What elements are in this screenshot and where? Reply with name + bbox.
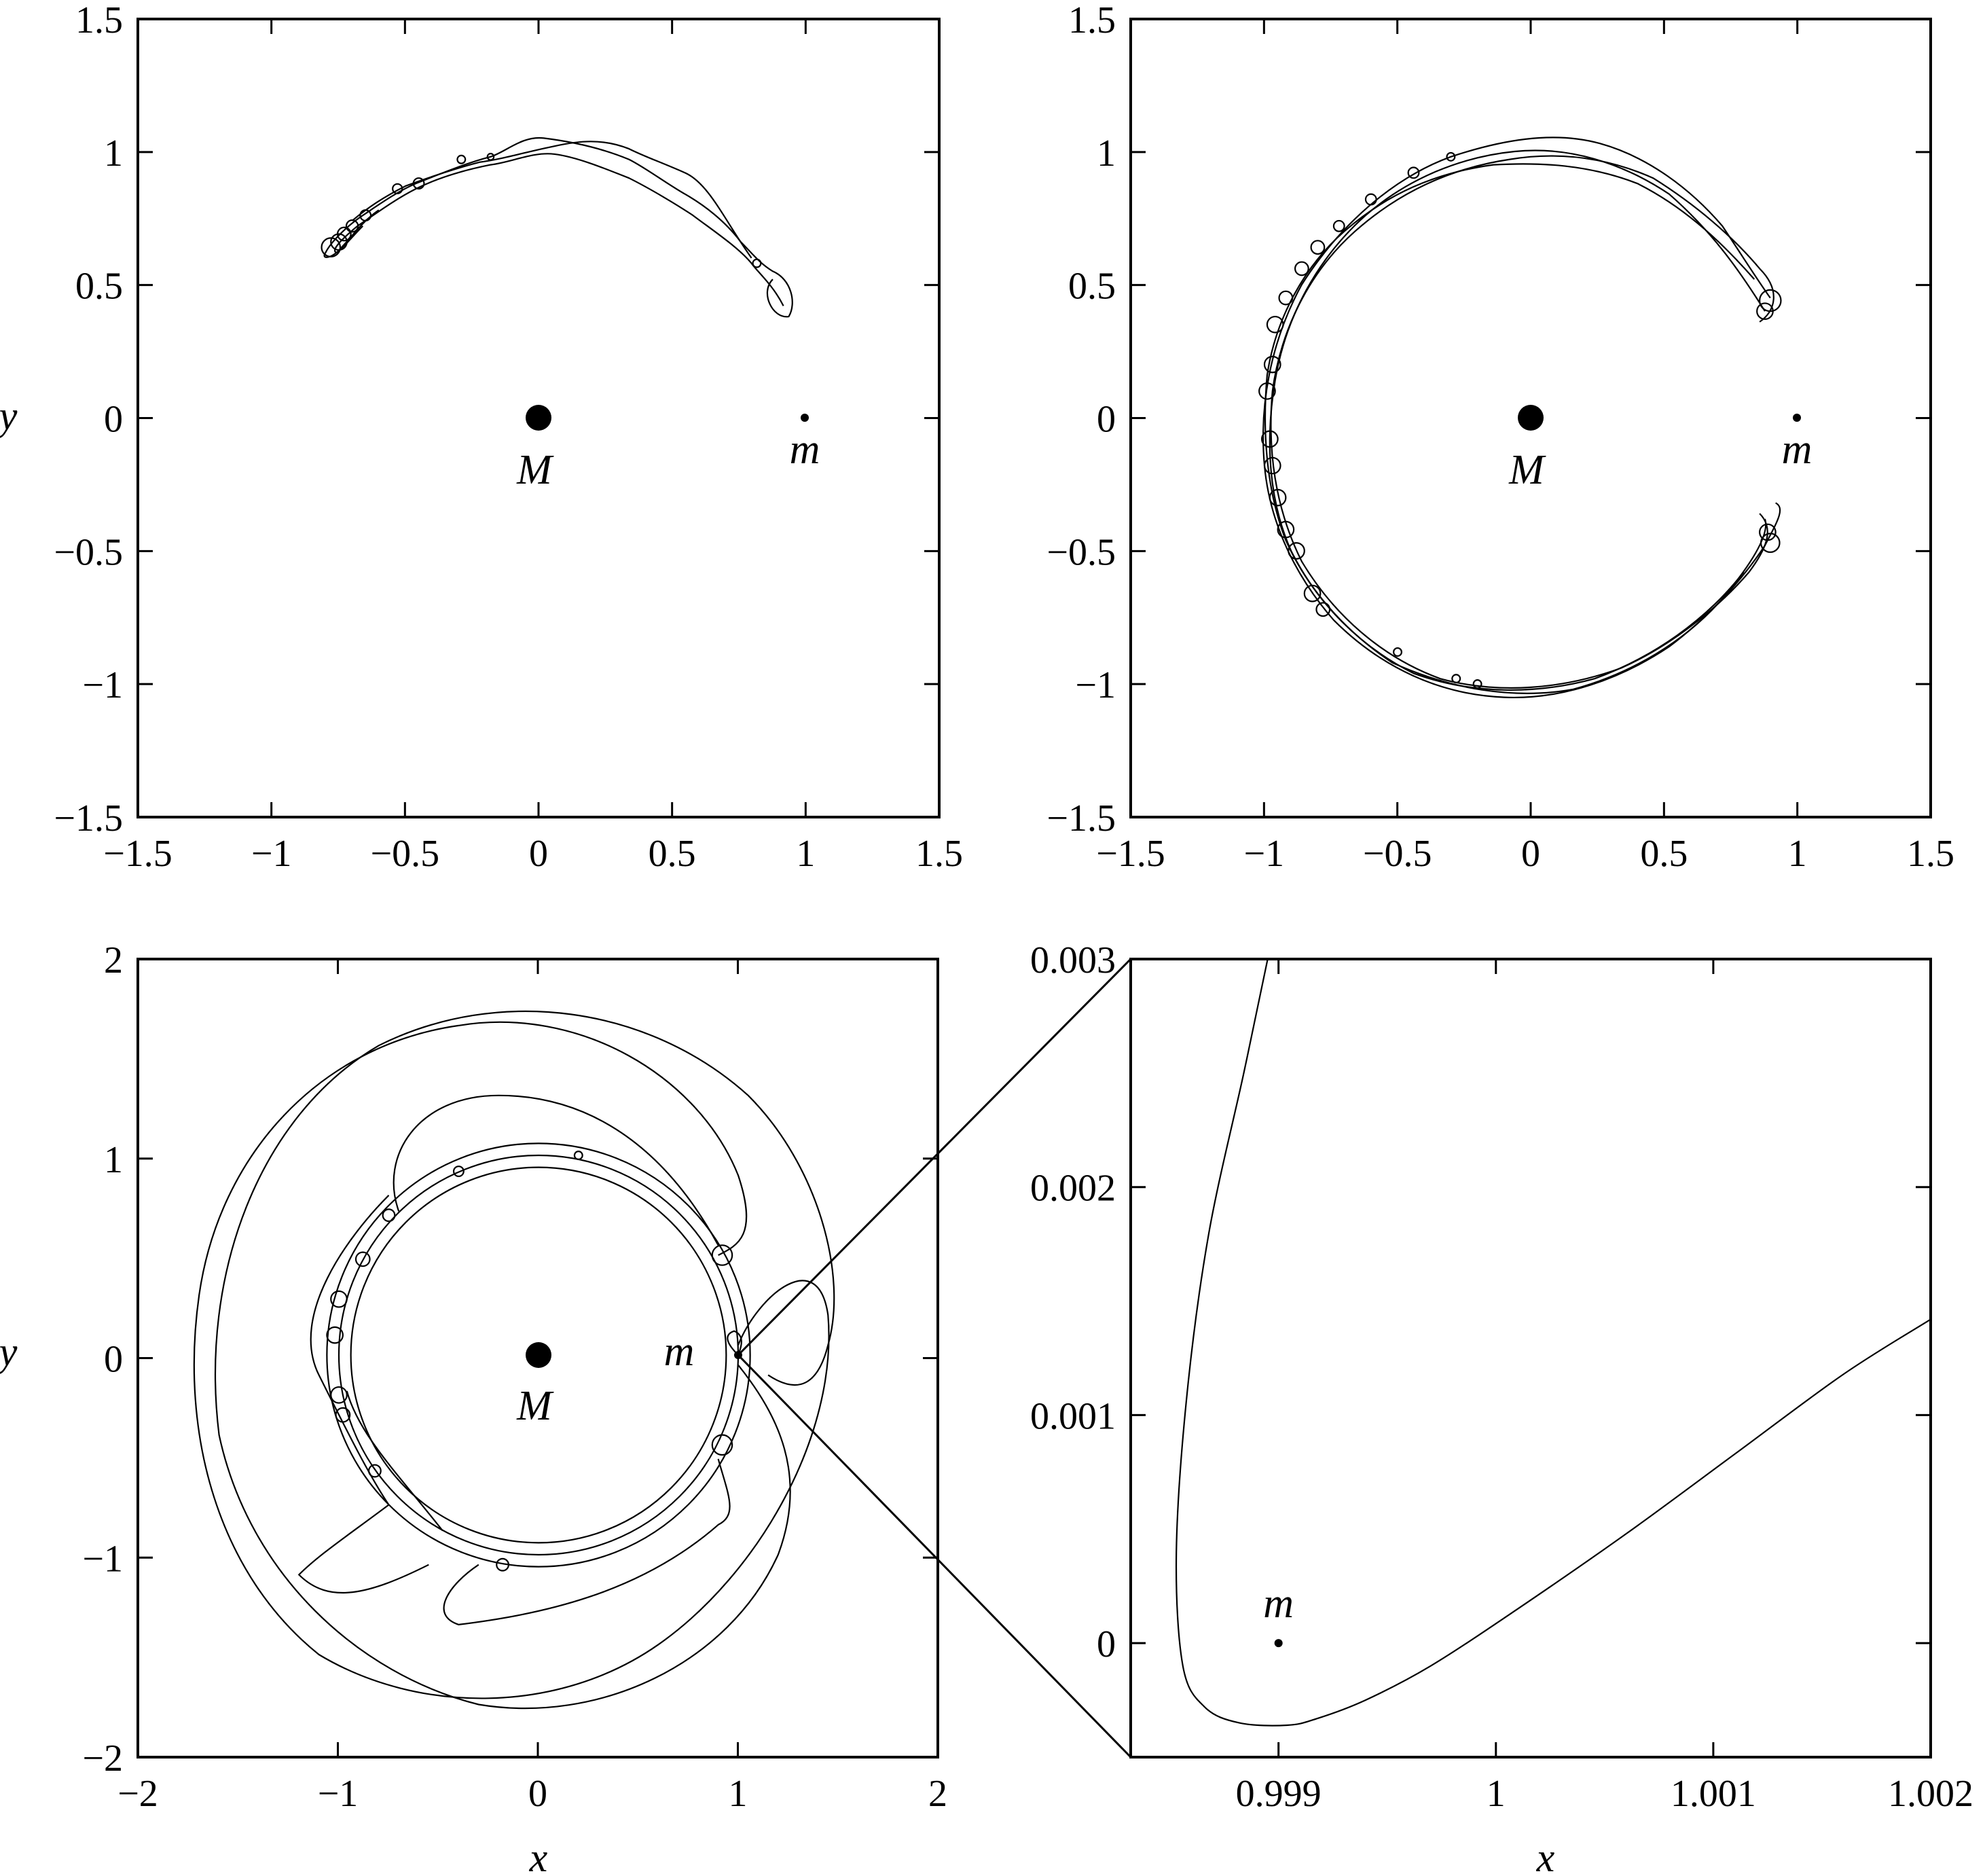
mass-m-marker	[801, 414, 809, 422]
trajectory-curve	[1175, 958, 1931, 1727]
mass-m-marker	[1793, 414, 1801, 422]
x-tick-label: 1	[1487, 1773, 1506, 1815]
x-tick-label: −1.5	[103, 833, 172, 875]
mass-M-marker	[1518, 405, 1544, 431]
tick-group	[1131, 958, 1932, 1757]
x-tick-label: 0.5	[1640, 833, 1688, 875]
y-tick-label: 0.5	[75, 266, 123, 308]
panel-frame	[1129, 958, 1932, 1758]
y-axis-label: y	[0, 393, 18, 438]
x-tick-label: 1	[729, 1773, 748, 1815]
y-tick-label: −0.5	[54, 531, 123, 573]
x-axis-label: x	[529, 1835, 548, 1876]
y-tick-label: −1.5	[54, 797, 123, 840]
x-tick-label: −1	[1244, 833, 1285, 875]
y-tick-label: 1	[1097, 132, 1116, 175]
x-tick-label: 1.5	[1907, 833, 1954, 875]
zoom-connector-top	[737, 958, 1132, 1356]
x-tick-label: −0.5	[371, 833, 440, 875]
mass-M-marker	[526, 1342, 551, 1368]
mass-M-marker	[526, 405, 551, 431]
panel-bottom-right: 0.999 1 1.001 1.002 0 0.001 0.002 0.003 x m	[1030, 939, 1973, 1876]
mass-M-label: M	[1508, 447, 1546, 493]
tick-group	[1129, 18, 1932, 818]
x-tick-label: 1.002	[1888, 1773, 1973, 1815]
panel-bottom-left: −2 −1 0 1 2 −2 −1 0 1 2 y x	[0, 939, 947, 1876]
x-tick-label: −1	[318, 1773, 359, 1815]
tick-label-group: 0.999 1 1.001 1.002 0 0.001 0.002 0.003	[1030, 939, 1973, 1815]
trajectory-path	[194, 1011, 834, 1708]
x-tick-label: 0	[1521, 833, 1540, 875]
y-tick-label: −1	[82, 1538, 123, 1580]
y-axis-label: y	[0, 1329, 18, 1374]
x-tick-label: 1.001	[1671, 1773, 1756, 1815]
x-tick-label: 0.999	[1236, 1773, 1322, 1815]
y-tick-label: 0	[1097, 399, 1116, 441]
mass-m-label: m	[1263, 1581, 1294, 1627]
y-tick-label: 1.5	[1068, 0, 1116, 41]
mass-m-label: m	[1782, 427, 1813, 473]
x-tick-label: 0.5	[649, 833, 696, 875]
y-tick-label: 1	[104, 1139, 123, 1181]
y-tick-label: 0	[104, 399, 123, 441]
tick-label-group: −1.5 −1 −0.5 0 0.5 1 1.5 −1.5 −1 −0.5 0 0.5 1 1.5	[1046, 0, 1954, 875]
x-tick-label: −1	[251, 833, 292, 875]
x-tick-label: 1	[1788, 833, 1807, 875]
y-tick-label: 1.5	[75, 0, 123, 41]
x-tick-label: −1.5	[1096, 833, 1165, 875]
x-tick-label: 0	[529, 833, 548, 875]
y-tick-label: −0.5	[1046, 531, 1116, 573]
panel-top-left: −1.5 −1 −0.5 0 0.5 1 1.5 −1.5 −1 −0.5 0 0.5 1 1.5 y M…	[0, 0, 963, 875]
y-tick-label: −2	[82, 1737, 123, 1780]
y-tick-label: 0.001	[1030, 1395, 1116, 1437]
x-tick-label: −2	[117, 1773, 158, 1815]
y-tick-label: −1	[1075, 664, 1116, 706]
tick-label-group: −1.5 −1 −0.5 0 0.5 1 1.5 −1.5 −1 −0.5 0 0.5 1 1.5	[54, 0, 963, 875]
y-tick-label: 2	[104, 939, 123, 981]
x-tick-label: 2	[928, 1773, 947, 1815]
y-tick-label: −1.5	[1046, 797, 1116, 840]
y-tick-label: 0.002	[1030, 1168, 1116, 1210]
mass-m-label: m	[664, 1329, 695, 1375]
y-tick-label: 0.003	[1030, 939, 1116, 981]
tick-label-group: −2 −1 0 1 2 −2 −1 0 1 2	[82, 939, 947, 1815]
panel-top-right: −1.5 −1 −0.5 0 0.5 1 1.5 −1.5 −1 −0.5 0 0.5 1 1.5	[1046, 0, 1954, 875]
y-tick-label: 0	[1097, 1623, 1116, 1665]
mass-m-label: m	[790, 427, 820, 473]
mass-M-label: M	[516, 447, 554, 493]
tick-group	[136, 958, 939, 1758]
y-tick-label: 1	[104, 132, 123, 175]
zoom-connector-bottom	[737, 1354, 1132, 1758]
trajectory-path	[1259, 137, 1781, 698]
x-tick-label: 1	[796, 833, 815, 875]
y-tick-label: 0	[104, 1339, 123, 1381]
trajectory-path	[322, 138, 793, 317]
y-tick-label: 0.5	[1068, 266, 1116, 308]
x-tick-label: 0	[528, 1773, 547, 1815]
x-tick-label: 1.5	[915, 833, 963, 875]
tick-group	[136, 18, 941, 818]
mass-M-label: M	[516, 1383, 554, 1429]
y-tick-label: −1	[82, 664, 123, 706]
x-tick-label: −0.5	[1363, 833, 1432, 875]
x-axis-label: x	[1536, 1835, 1555, 1876]
mass-m-marker	[1274, 1639, 1283, 1648]
